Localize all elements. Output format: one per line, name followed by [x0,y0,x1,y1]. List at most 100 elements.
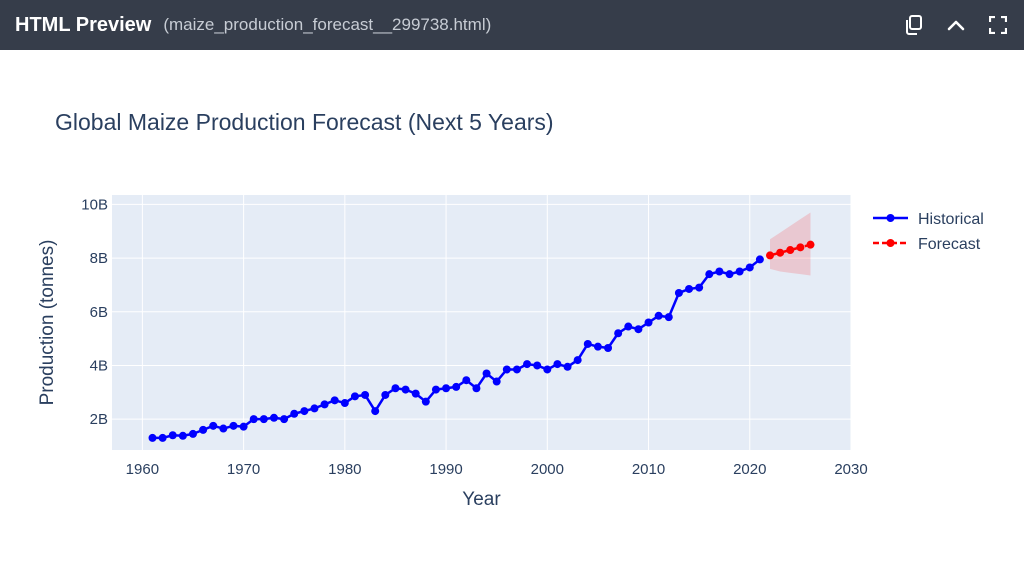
historical-point [350,392,359,401]
historical-point [755,255,764,264]
historical-point [604,344,613,352]
historical-point [158,433,167,442]
historical-point [685,284,694,293]
historical-point [543,365,552,374]
historical-point [735,267,744,276]
historical-point [300,407,309,416]
historical-point [249,415,258,424]
historical-point [593,342,602,351]
historical-point [654,311,663,320]
forecast-point [766,251,775,260]
historical-point [502,365,511,374]
y-tick-label: 8B [90,250,108,267]
chart-title: Global Maize Production Forecast (Next 5… [55,109,554,135]
historical-point [381,390,390,399]
historical-point [472,384,481,393]
historical-point [705,270,714,279]
y-axis-ticks: 2B 4B 6B 8B 10B [81,196,108,428]
historical-point [229,421,238,430]
historical-point [209,421,218,430]
historical-point [239,422,248,431]
x-tick-label: 1960 [126,461,159,478]
historical-point [553,360,562,369]
historical-point [523,360,532,369]
legend-marker-historical [886,214,895,222]
historical-point [148,433,157,442]
window-actions [902,0,1010,50]
x-axis-title: Year [462,489,501,510]
historical-point [563,362,572,371]
historical-point [188,429,197,438]
historical-point [442,384,451,393]
historical-point [340,399,349,408]
chart-container: Global Maize Production Forecast (Next 5… [0,50,1024,565]
historical-point [664,313,673,322]
historical-point [219,424,228,433]
historical-point [482,369,491,378]
historical-point [421,397,430,406]
historical-point [330,396,339,405]
historical-point [401,385,410,394]
historical-point [452,382,461,391]
legend: Historical Forecast [873,211,984,253]
historical-point [391,384,400,393]
historical-point [320,400,329,409]
x-axis-ticks: 1960 1970 1980 1990 2000 2010 2020 2030 [126,461,868,478]
historical-point [280,415,289,424]
historical-point [269,413,278,422]
x-tick-label: 2030 [834,461,867,478]
y-tick-label: 2B [90,411,108,428]
series-markers [148,240,815,442]
y-tick-label: 6B [90,304,108,321]
historical-point [695,283,704,292]
forecast-point [806,240,815,249]
legend-marker-forecast [886,239,895,247]
historical-point [310,404,319,413]
historical-point [259,415,268,424]
y-tick-label: 10B [81,196,108,213]
x-tick-label: 1980 [328,461,361,478]
historical-point [431,385,440,394]
chevron-up-icon[interactable] [944,13,968,37]
x-tick-label: 1970 [227,461,260,478]
legend-label-forecast: Forecast [918,236,981,253]
historical-point [168,431,177,440]
historical-point [199,425,208,434]
y-axis-title: Production (tonnes) [37,240,58,406]
file-name: (maize_production_forecast__299738.html) [163,15,492,34]
historical-point [512,365,521,374]
x-tick-label: 2020 [733,461,766,478]
historical-point [361,390,370,399]
historical-point [492,377,501,386]
x-tick-label: 2000 [531,461,564,478]
historical-point [614,329,623,338]
plot-background [112,195,851,450]
historical-point [583,339,592,348]
legend-label-historical: Historical [918,211,984,228]
historical-point [674,288,683,297]
historical-point [178,431,187,440]
forecast-confidence-band [770,212,811,276]
x-tick-label: 1990 [429,461,462,478]
forecast-point [786,246,795,255]
historical-point [644,318,653,327]
historical-point [411,389,420,398]
historical-point [290,409,299,418]
x-tick-label: 2010 [632,461,665,478]
historical-point [715,267,724,276]
historical-point [634,325,643,334]
y-tick-label: 4B [90,357,108,374]
title-bar: HTML Preview (maize_production_forecast_… [0,0,1024,50]
app-title: HTML Preview [15,13,152,36]
historical-point [462,376,471,385]
forecast-point [796,243,805,252]
forecast-point [776,248,785,257]
chart-svg: Global Maize Production Forecast (Next 5… [37,109,984,510]
historical-point [745,263,754,272]
historical-point [573,356,582,365]
copy-icon[interactable] [902,13,926,37]
historical-point [725,270,734,279]
historical-point [371,407,380,416]
fullscreen-icon[interactable] [986,13,1010,37]
historical-point [624,322,633,331]
